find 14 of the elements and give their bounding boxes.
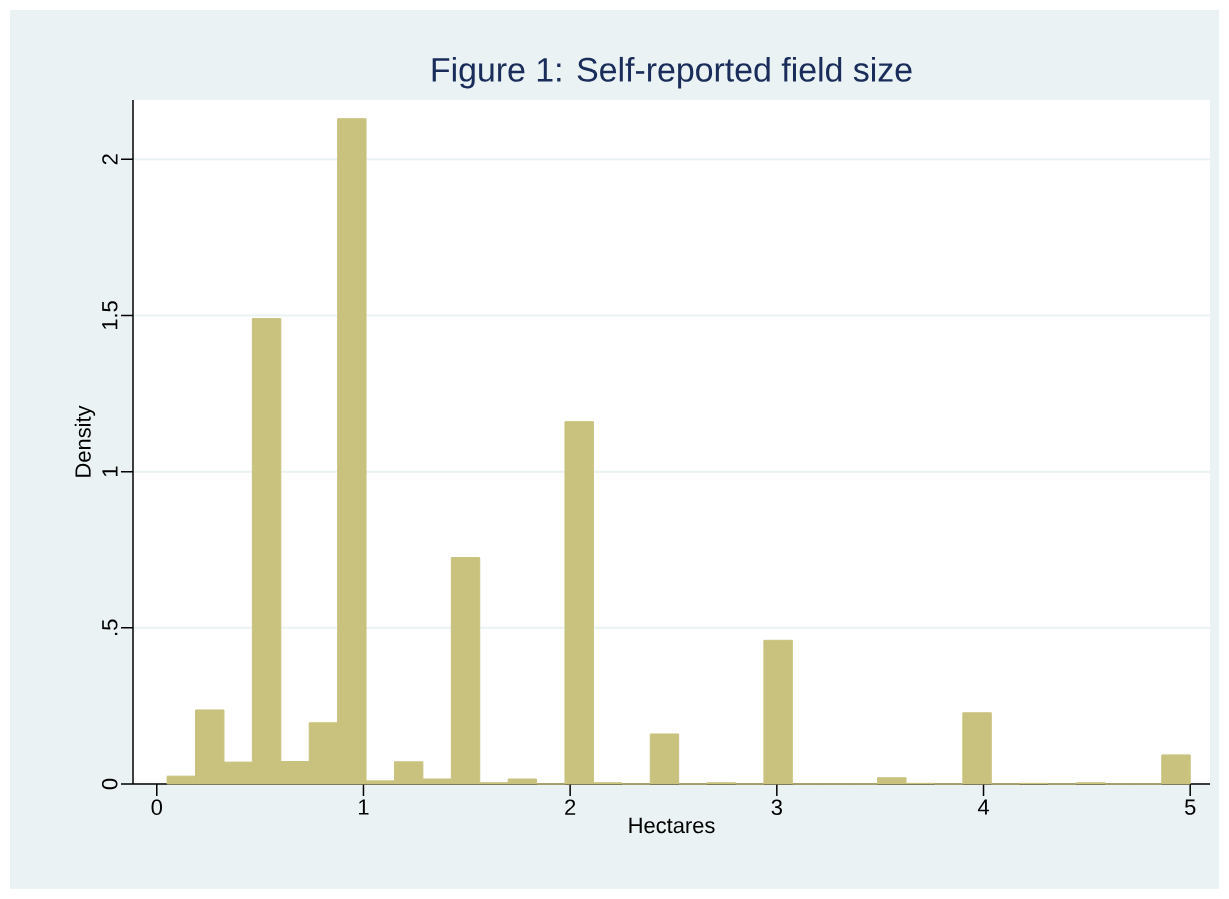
x-tick-label: 1: [359, 799, 369, 815]
x-tick-label: 2: [565, 799, 576, 815]
chart-title: Figure 1: Self-reported field size: [432, 56, 912, 89]
y-axis-title: Density: [74, 405, 96, 477]
x-tick-label: 3: [771, 799, 782, 816]
y-tick-label: 1.5: [102, 301, 118, 330]
y-tick-label: .5: [102, 619, 118, 635]
y-tick-label: 0: [101, 778, 118, 790]
x-tick-label: 0: [151, 799, 163, 816]
x-axis-title: Hectares: [629, 817, 715, 834]
y-tick-label: 1: [102, 466, 118, 477]
x-tick-label: 5: [1184, 799, 1196, 815]
x-tick-label: 4: [977, 799, 989, 815]
y-tick-label: 2: [102, 154, 118, 165]
